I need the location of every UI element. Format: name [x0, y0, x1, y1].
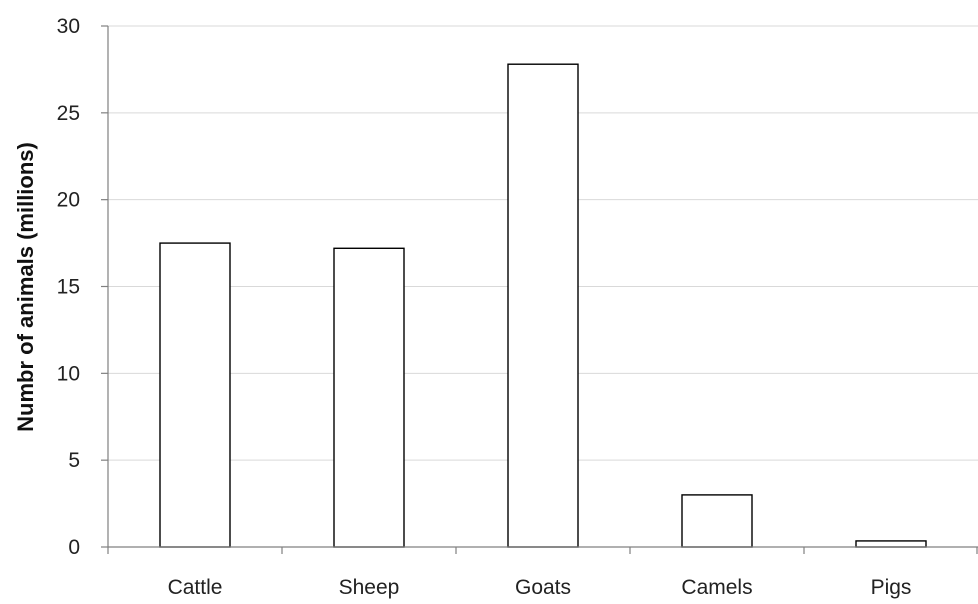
bar-goats: [507, 63, 579, 548]
x-tick-label-pigs: Pigs: [871, 576, 912, 599]
tick-labels: 0 5 10 15 20 25 30 Cattle Sheep Goats Camels Pigs: [57, 15, 912, 599]
x-tick-label-sheep: Sheep: [339, 576, 400, 599]
y-tick-label: 20: [57, 189, 80, 212]
y-tick-label: 5: [68, 449, 80, 472]
y-tick-label: 0: [68, 536, 80, 559]
y-tick-label: 10: [57, 362, 80, 385]
x-tick-label-goats: Goats: [515, 576, 571, 599]
y-tick-label: 30: [57, 15, 80, 38]
y-tick-label: 15: [57, 276, 80, 299]
y-axis-label: Numbr of animals (millions): [13, 142, 38, 432]
y-tick-label: 25: [57, 102, 80, 125]
x-tick-label-camels: Camels: [681, 576, 752, 599]
axes: [101, 25, 978, 554]
bar-pigs: [855, 540, 927, 548]
bar-cattle: [159, 242, 231, 548]
x-tick-label-cattle: Cattle: [168, 576, 223, 599]
bars: [159, 63, 927, 548]
bar-sheep: [333, 247, 405, 548]
bar-camels: [681, 494, 753, 548]
